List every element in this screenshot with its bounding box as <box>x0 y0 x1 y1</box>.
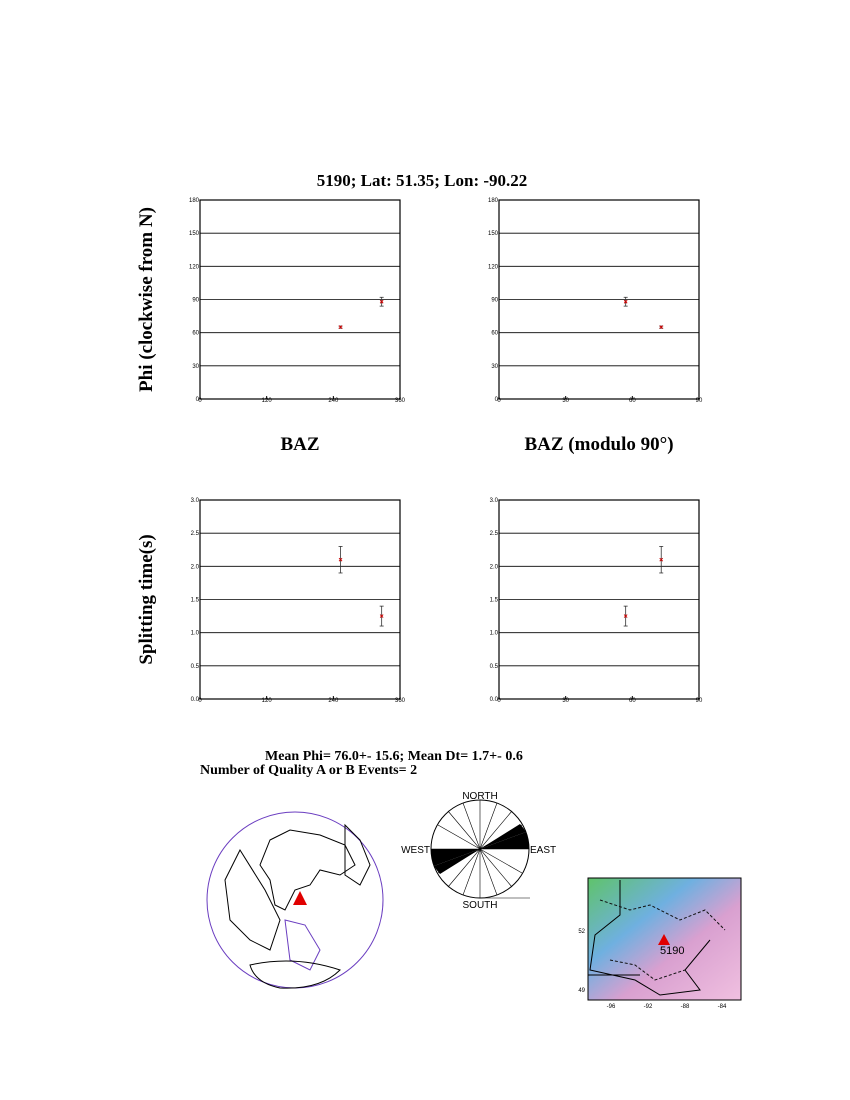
globe <box>206 811 384 989</box>
x-tick-label: 30 <box>562 398 569 404</box>
summary-line: Number of Quality A or B Events= 2 <box>200 763 417 778</box>
y-tick-label: 2.5 <box>191 531 200 537</box>
y-axis-label: Phi (clockwise from N) <box>136 207 157 392</box>
y-tick-label: 120 <box>488 264 499 270</box>
x-tick-label: 120 <box>262 398 273 404</box>
y-tick-label: 2.0 <box>490 564 499 570</box>
map-tick-label: -96 <box>607 1004 616 1010</box>
map-tick-label: -88 <box>681 1004 690 1010</box>
rose-label: EAST <box>530 845 556 856</box>
x-tick-label: 90 <box>696 698 703 704</box>
point <box>379 299 384 304</box>
x-tick-label: 360 <box>395 698 406 704</box>
y-tick-label: 180 <box>488 198 499 204</box>
point <box>338 325 343 329</box>
y-tick-label: 150 <box>488 231 499 237</box>
y-tick-label: 0 <box>495 397 499 403</box>
x-tick-label: 0 <box>198 398 202 404</box>
y-tick-label: 0.0 <box>191 697 200 703</box>
x-axis-label: BAZ (modulo 90°) <box>524 434 673 455</box>
point <box>659 557 664 562</box>
page-title: 5190; Lat: 51.35; Lon: -90.22 <box>317 171 528 190</box>
rose-label: NORTH <box>462 791 497 802</box>
x-tick-label: 240 <box>328 398 339 404</box>
map-tick-label: -84 <box>718 1004 727 1010</box>
y-tick-label: 1.0 <box>490 631 499 637</box>
y-tick-label: 2.5 <box>490 531 499 537</box>
y-tick-label: 60 <box>491 331 498 337</box>
y-tick-label: 60 <box>192 331 199 337</box>
x-tick-label: 30 <box>562 698 569 704</box>
x-tick-label: 120 <box>262 698 273 704</box>
point <box>338 557 343 562</box>
y-tick-label: 0.5 <box>490 664 499 670</box>
rose-diagram: NORTH SOUTH EAST WEST <box>401 791 556 911</box>
point <box>623 299 628 304</box>
y-tick-label: 0.0 <box>490 697 499 703</box>
x-tick-label: 90 <box>696 398 703 404</box>
y-tick-label: 90 <box>192 298 199 304</box>
rose-label: SOUTH <box>463 900 498 911</box>
y-tick-label: 1.5 <box>490 598 499 604</box>
regional-map: 5190 52 49 -96 -92 -88 -84 <box>578 877 742 1010</box>
map-tick-label: 52 <box>578 929 585 935</box>
y-tick-label: 90 <box>491 298 498 304</box>
y-tick-label: 3.0 <box>191 498 200 504</box>
y-tick-label: 1.5 <box>191 598 200 604</box>
point <box>379 614 384 618</box>
x-tick-label: 60 <box>629 398 636 404</box>
point <box>623 614 628 618</box>
map-tick-label: -92 <box>644 1004 653 1010</box>
y-tick-label: 150 <box>189 231 200 237</box>
y-tick-label: 0 <box>196 397 200 403</box>
x-tick-label: 240 <box>328 698 339 704</box>
x-tick-label: 360 <box>395 398 406 404</box>
station-label: 5190 <box>660 945 684 957</box>
x-tick-label: 0 <box>497 698 501 704</box>
y-axis-label: Splitting time(s) <box>136 534 157 664</box>
x-tick-label: 60 <box>629 698 636 704</box>
y-tick-label: 2.0 <box>191 564 200 570</box>
x-axis-label: BAZ <box>280 434 319 455</box>
y-tick-label: 0.5 <box>191 664 200 670</box>
x-tick-label: 0 <box>497 398 501 404</box>
y-tick-label: 120 <box>189 264 200 270</box>
rose-label: WEST <box>401 845 430 856</box>
x-tick-label: 0 <box>198 698 202 704</box>
y-tick-label: 30 <box>491 364 498 370</box>
y-tick-label: 30 <box>192 364 199 370</box>
map-tick-label: 49 <box>578 988 585 994</box>
point <box>659 325 664 329</box>
y-tick-label: 3.0 <box>490 498 499 504</box>
summary-line: Mean Phi= 76.0+- 15.6; Mean Dt= 1.7+- 0.… <box>265 749 523 764</box>
y-tick-label: 180 <box>189 198 200 204</box>
y-tick-label: 1.0 <box>191 631 200 637</box>
